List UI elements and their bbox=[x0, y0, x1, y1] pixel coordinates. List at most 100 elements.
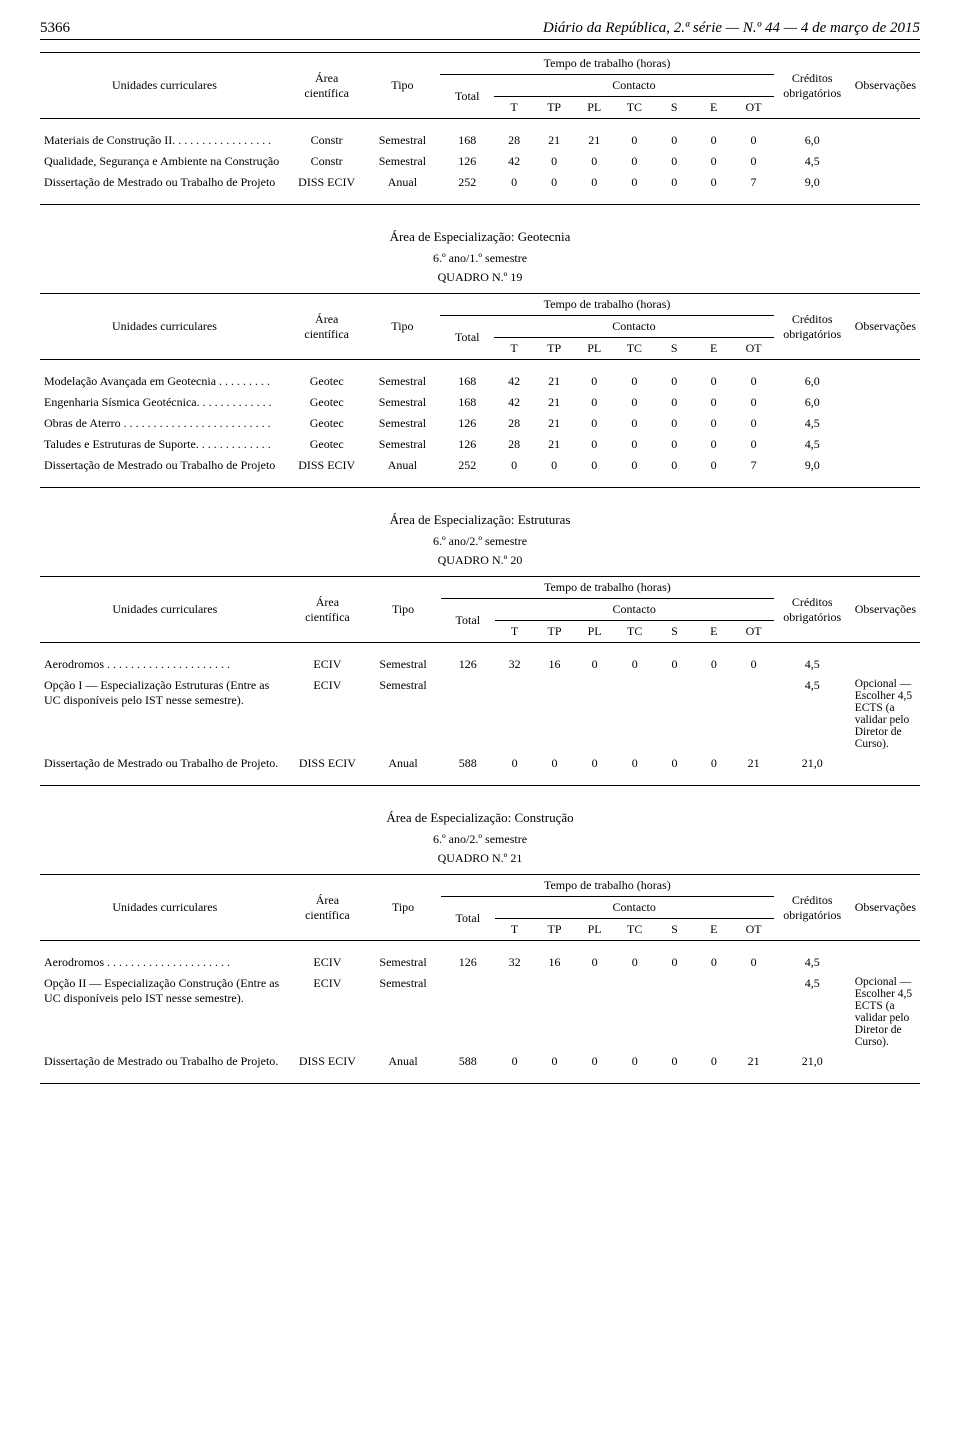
cell-TP: 16 bbox=[535, 643, 575, 676]
cell-tipo: Semestral bbox=[365, 434, 441, 455]
semester-21: 6.º ano/2.º semestre bbox=[40, 832, 920, 847]
cell-OT: 7 bbox=[733, 455, 773, 488]
tbody-20: Aerodromos . . . . . . . . . . . . . . .… bbox=[40, 643, 920, 786]
cell-PL: 21 bbox=[574, 119, 614, 152]
cell-tipo: Anual bbox=[365, 1051, 441, 1084]
cell-tipo: Semestral bbox=[365, 392, 441, 413]
cell-TC: 0 bbox=[614, 151, 654, 172]
cell-OT: 0 bbox=[733, 119, 773, 152]
th-uc: Unidades curriculares bbox=[40, 53, 289, 119]
th-contacto: Contacto bbox=[495, 897, 774, 919]
table-21: Unidades curriculares Área científica Ti… bbox=[40, 874, 920, 1084]
cell-PL: 0 bbox=[574, 413, 614, 434]
cell-total: 168 bbox=[440, 360, 494, 393]
th-TP: TP bbox=[535, 621, 575, 643]
th-PL: PL bbox=[575, 621, 615, 643]
cell-PL bbox=[575, 675, 615, 753]
th-E: E bbox=[694, 621, 733, 643]
table-row: Obras de Aterro . . . . . . . . . . . . … bbox=[40, 413, 920, 434]
table-row: Dissertação de Mestrado ou Trabalho de P… bbox=[40, 753, 920, 786]
cell-OT: 0 bbox=[733, 151, 773, 172]
th-tempo: Tempo de trabalho (horas) bbox=[441, 875, 774, 897]
cell-uc: Obras de Aterro . . . . . . . . . . . . … bbox=[40, 413, 289, 434]
cell-E: 0 bbox=[694, 753, 733, 786]
cell-obs bbox=[851, 119, 920, 152]
table-row: Dissertação de Mestrado ou Trabalho de P… bbox=[40, 1051, 920, 1084]
section-title-19: Área de Especialização: Geotecnia bbox=[40, 229, 920, 245]
cell-TC: 0 bbox=[614, 455, 654, 488]
th-total: Total bbox=[440, 316, 494, 360]
cell-obs bbox=[851, 172, 920, 205]
cell-TC: 0 bbox=[614, 413, 654, 434]
cell-TP: 0 bbox=[535, 1051, 575, 1084]
table-row: Taludes e Estruturas de Suporte. . . . .… bbox=[40, 434, 920, 455]
th-obs: Observações bbox=[851, 294, 920, 360]
cell-area: Constr bbox=[289, 151, 365, 172]
table-row: Modelação Avançada em Geotecnia . . . . … bbox=[40, 360, 920, 393]
cell-TP: 0 bbox=[534, 172, 574, 205]
cell-obs bbox=[851, 753, 920, 786]
th-contacto: Contacto bbox=[495, 599, 774, 621]
cell-total: 126 bbox=[440, 434, 494, 455]
table-top: Unidades curriculares Área científica Ti… bbox=[40, 52, 920, 205]
th-OT: OT bbox=[734, 621, 774, 643]
cell-total: 126 bbox=[440, 151, 494, 172]
cell-tipo: Semestral bbox=[365, 643, 441, 676]
section-title-21: Área de Especialização: Construção bbox=[40, 810, 920, 826]
cell-total: 252 bbox=[440, 455, 494, 488]
th-uc: Unidades curriculares bbox=[40, 875, 290, 941]
cell-TP bbox=[535, 973, 575, 1051]
cell-TP: 21 bbox=[534, 360, 574, 393]
cell-T: 0 bbox=[494, 172, 534, 205]
cell-obs bbox=[851, 392, 920, 413]
th-T: T bbox=[495, 919, 535, 941]
cell-TC: 0 bbox=[614, 172, 654, 205]
cell-E bbox=[694, 675, 733, 753]
cell-TC: 0 bbox=[614, 360, 654, 393]
th-E: E bbox=[694, 919, 733, 941]
th-total: Total bbox=[441, 897, 495, 941]
cell-area: DISS ECIV bbox=[289, 172, 365, 205]
table-row: Dissertação de Mestrado ou Trabalho de P… bbox=[40, 455, 920, 488]
th-cred: Créditos obrigatórios bbox=[774, 294, 851, 360]
section-title-20: Área de Especialização: Estruturas bbox=[40, 512, 920, 528]
th-cred: Créditos obrigatórios bbox=[774, 875, 851, 941]
table-row: Qualidade, Segurança e Ambiente na Const… bbox=[40, 151, 920, 172]
th-OT: OT bbox=[734, 919, 774, 941]
th-PL: PL bbox=[575, 919, 615, 941]
quadro-20: QUADRO N.º 20 bbox=[40, 553, 920, 568]
cell-OT: 0 bbox=[733, 434, 773, 455]
cell-TP: 21 bbox=[534, 119, 574, 152]
cell-OT: 0 bbox=[734, 643, 774, 676]
semester-19: 6.º ano/1.º semestre bbox=[40, 251, 920, 266]
cell-uc: Dissertação de Mestrado ou Trabalho de P… bbox=[40, 753, 290, 786]
cell-S: 0 bbox=[655, 643, 694, 676]
cell-tipo: Semestral bbox=[364, 119, 440, 152]
cell-TP: 21 bbox=[534, 434, 574, 455]
cell-cred: 4,5 bbox=[774, 643, 851, 676]
cell-T bbox=[495, 973, 535, 1051]
th-tempo: Tempo de trabalho (horas) bbox=[440, 53, 773, 75]
table-row: Materiais de Construção II. . . . . . . … bbox=[40, 119, 920, 152]
cell-T: 32 bbox=[495, 941, 535, 974]
th-uc: Unidades curriculares bbox=[40, 294, 289, 360]
cell-E: 0 bbox=[694, 119, 733, 152]
th-tipo: Tipo bbox=[365, 875, 441, 941]
cell-PL: 0 bbox=[574, 360, 614, 393]
page-header: 5366 Diário da República, 2.ª série — N.… bbox=[40, 20, 920, 40]
cell-TC: 0 bbox=[614, 434, 654, 455]
cell-total: 126 bbox=[440, 413, 494, 434]
cell-tipo: Semestral bbox=[365, 413, 441, 434]
th-tipo: Tipo bbox=[364, 53, 440, 119]
cell-TP: 0 bbox=[535, 753, 575, 786]
cell-uc: Taludes e Estruturas de Suporte. . . . .… bbox=[40, 434, 289, 455]
cell-tipo: Semestral bbox=[365, 360, 441, 393]
cell-uc: Materiais de Construção II. . . . . . . … bbox=[40, 119, 289, 152]
cell-PL: 0 bbox=[575, 643, 615, 676]
table-row: Dissertação de Mestrado ou Trabalho de P… bbox=[40, 172, 920, 205]
cell-T: 28 bbox=[494, 434, 534, 455]
cell-total: 588 bbox=[441, 753, 495, 786]
cell-tipo: Anual bbox=[365, 455, 441, 488]
th-TP: TP bbox=[534, 97, 574, 119]
cell-cred: 4,5 bbox=[774, 675, 851, 753]
